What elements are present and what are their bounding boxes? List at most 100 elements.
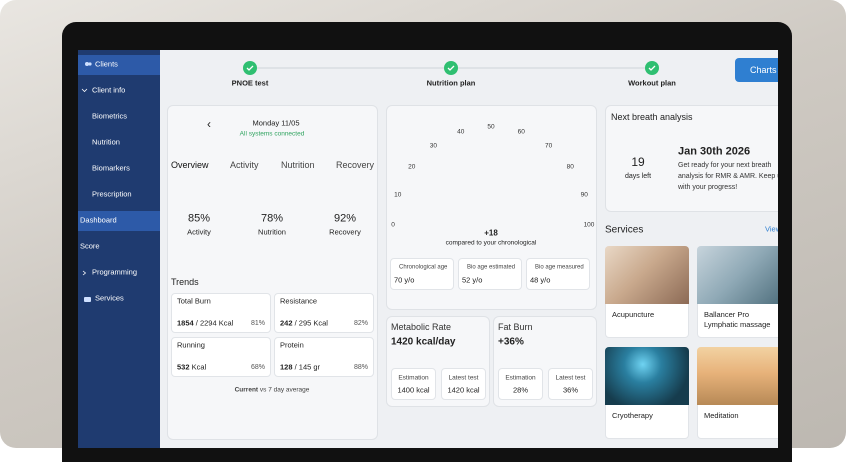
chevron: [81, 88, 88, 93]
status: All systems connected: [239, 130, 305, 138]
trend-target: Kcal: [189, 362, 207, 372]
sub-value: 36%: [562, 385, 579, 395]
check-mark: [447, 65, 455, 71]
service-image: [605, 347, 689, 405]
gauge-tick-label: 40: [457, 128, 465, 136]
gauge-tick-label: 100: [583, 221, 595, 229]
legend-box: [526, 258, 590, 290]
trend-current: 532: [177, 362, 190, 372]
footnote-rest: vs 7 day average: [258, 386, 310, 394]
sidebar-item[interactable]: Services: [95, 293, 124, 303]
card-value: 1420 kcal/day: [391, 336, 456, 348]
sub-box: [391, 368, 436, 400]
trend-value: 242 / 295 Kcal: [280, 318, 328, 329]
tab[interactable]: Recovery: [336, 159, 375, 170]
sidebar-item[interactable]: Dashboard: [80, 215, 117, 225]
service-image: [697, 246, 778, 304]
card-title: Fat Burn: [498, 321, 533, 332]
services-link[interactable]: View: [765, 224, 778, 234]
trend-card: [274, 337, 374, 377]
gauge-tick-label: 30: [429, 141, 438, 149]
trend-card: [171, 337, 271, 377]
step-check: [645, 61, 659, 75]
trend-current: 1854: [177, 318, 194, 328]
trend-current: 242: [280, 318, 293, 328]
legend-value: 52 y/o: [462, 275, 483, 285]
charts-button[interactable]: [735, 58, 778, 82]
legend-value: 48 y/o: [530, 275, 551, 285]
trend-card: [171, 293, 271, 333]
breath-date: Jan 30th 2026: [678, 145, 751, 158]
gauge-tick-label: 90: [580, 190, 588, 198]
gauge-tick-label: 20: [408, 163, 416, 171]
icon-clients: [88, 62, 92, 66]
days-count: 19: [631, 155, 645, 170]
trend-percent: 81%: [250, 319, 265, 327]
trend-percent: 88%: [353, 363, 368, 371]
step-label: PNOE test: [231, 78, 269, 88]
ring-value: 92%: [333, 212, 357, 225]
sidebar-item[interactable]: Programming: [92, 267, 138, 277]
gauge-tick-label: 10: [394, 190, 402, 198]
icon-services: [84, 297, 91, 302]
step-label: Nutrition plan: [426, 78, 476, 88]
service-name[interactable]: Acupuncture: [612, 310, 655, 319]
trend-name: Protein: [280, 340, 304, 350]
tab[interactable]: Overview: [171, 159, 209, 170]
trend-name: Resistance: [280, 296, 318, 306]
sidebar-item[interactable]: Biomarkers: [92, 163, 130, 173]
footnote-bold: Current: [234, 386, 259, 394]
gauge-tick-label: 70: [544, 141, 553, 149]
tab[interactable]: Nutrition: [281, 159, 315, 170]
gauge-tick-label: 60: [517, 128, 525, 136]
check-mark: [246, 65, 254, 71]
sub-box: [498, 368, 543, 400]
screen: Clients Client info Biometrics Nutrition Bio…: [78, 50, 778, 448]
ring-name: Nutrition: [258, 227, 286, 237]
chevron: [82, 270, 87, 276]
gauge-tick-label: 50: [487, 123, 495, 131]
service-image: [697, 347, 778, 405]
sub-box: [548, 368, 593, 400]
service-image: [605, 246, 689, 304]
service-name[interactable]: Cryotherapy: [612, 411, 653, 420]
legend-box: [390, 258, 454, 290]
trend-value: 532 Kcal: [177, 362, 207, 373]
gauge-tick-label: 0: [391, 221, 395, 229]
trend-value: 128 / 145 gr: [280, 362, 321, 373]
ring-value: 85%: [187, 212, 211, 225]
breath-panel: [605, 105, 778, 212]
sidebar-item[interactable]: Nutrition: [92, 137, 120, 147]
sidebar-item[interactable]: Client info: [92, 85, 126, 95]
breath-text: Get ready for your next breath analysis …: [678, 162, 778, 191]
sub-label: Estimation: [398, 374, 429, 382]
sub-value: 1400 kcal: [397, 385, 430, 395]
tab[interactable]: Activity: [230, 159, 259, 170]
ring-value: 78%: [260, 212, 284, 225]
legend-value: 70 y/o: [394, 275, 415, 285]
sidebar-item[interactable]: Clients: [95, 59, 118, 69]
sidebar-active: [78, 55, 160, 75]
service-name[interactable]: Ballancer Pro Lymphatic massage: [704, 310, 771, 329]
sidebar-active: [78, 211, 160, 231]
sub-box: [441, 368, 486, 400]
back-arrow[interactable]: ‹: [207, 117, 211, 132]
sidebar-item[interactable]: Score: [80, 241, 100, 251]
step-label: Workout plan: [628, 78, 676, 88]
trend-name: Total Burn: [177, 296, 211, 306]
icon-clients: [85, 62, 89, 66]
sidebar-item[interactable]: Biometrics: [92, 111, 128, 121]
legend-name: Bio age estimated: [467, 264, 516, 271]
card-value: +36%: [498, 336, 524, 348]
date: Monday 11/05: [252, 118, 300, 128]
trend-target: / 145 gr: [292, 362, 321, 372]
legend-box: [458, 258, 522, 290]
days-label: days left: [624, 172, 652, 180]
charts-button-label[interactable]: Charts: [750, 64, 777, 75]
trend-card: [274, 293, 374, 333]
trend-value: 1854 / 2294 Kcal: [177, 318, 233, 329]
service-name[interactable]: Meditation: [704, 411, 739, 420]
sub-value: 1420 kcal: [447, 385, 480, 395]
trend-percent: 68%: [250, 363, 265, 371]
sidebar-item[interactable]: Prescription: [92, 189, 132, 199]
